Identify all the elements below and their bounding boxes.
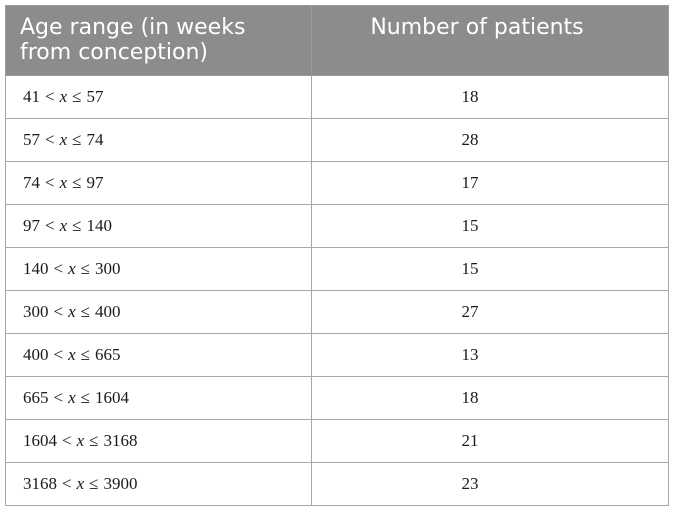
range-upper: 300 [94,259,121,278]
table-row: 300 < x ≤400 27 [5,290,669,334]
less-or-equal-symbol: ≤ [89,474,99,493]
range-lower: 300 [23,302,49,321]
less-than-symbol: < [45,130,55,149]
age-range-cell: 300 < x ≤400 [5,290,312,334]
range-lower: 1604 [23,431,57,450]
less-or-equal-symbol: ≤ [72,87,82,106]
less-than-symbol: < [45,173,55,192]
age-range-cell: 1604 < x ≤3168 [5,419,312,463]
range-lower: 665 [23,388,49,407]
range-variable: x [68,388,76,407]
age-range-cell: 57 < x ≤74 [5,118,312,162]
range-lower: 400 [23,345,49,364]
table-row: 57 < x ≤74 28 [5,118,669,162]
patient-count-cell: 18 [311,75,669,119]
table-header: Age range (in weeks from conception) Num… [5,5,669,76]
table-row: 400 < x ≤665 13 [5,333,669,377]
range-lower: 41 [23,87,40,106]
age-range-cell: 140 < x ≤300 [5,247,312,291]
range-variable: x [68,259,76,278]
header-age-range: Age range (in weeks from conception) [5,5,312,76]
table-row: 665 < x ≤1604 18 [5,376,669,420]
less-or-equal-symbol: ≤ [72,173,82,192]
range-variable: x [59,130,68,149]
table-row: 1604 < x ≤3168 21 [5,419,669,463]
header-number-of-patients: Number of patients [311,5,669,76]
range-upper: 97 [86,173,104,192]
range-variable: x [76,431,85,450]
range-variable: x [68,302,76,321]
less-or-equal-symbol: ≤ [80,345,90,364]
less-than-symbol: < [45,87,55,106]
range-upper: 3900 [103,474,138,493]
age-range-cell: 3168 < x ≤3900 [5,462,312,506]
range-lower: 74 [23,173,40,192]
data-table: Age range (in weeks from conception) Num… [5,5,669,506]
table-row: 97 < x ≤140 15 [5,204,669,248]
table-body: 41 < x ≤57 18 57 < x ≤74 28 74 < x ≤97 17 97 < x ≤140 15 140… [5,75,669,506]
range-variable: x [68,345,76,364]
patient-count-cell: 28 [311,118,669,162]
range-variable: x [59,216,68,235]
range-variable: x [59,173,68,192]
age-range-cell: 665 < x ≤1604 [5,376,312,420]
patient-count-cell: 23 [311,462,669,506]
less-than-symbol: < [62,474,72,493]
less-than-symbol: < [53,388,64,407]
age-range-cell: 74 < x ≤97 [5,161,312,205]
less-than-symbol: < [53,259,64,278]
range-variable: x [59,87,68,106]
patient-count-cell: 21 [311,419,669,463]
less-than-symbol: < [53,302,64,321]
header-row: Age range (in weeks from conception) Num… [5,5,669,76]
range-upper: 1604 [94,388,129,407]
age-range-cell: 97 < x ≤140 [5,204,312,248]
patient-count-cell: 15 [311,247,669,291]
range-upper: 665 [94,345,121,364]
age-range-cell: 41 < x ≤57 [5,75,312,119]
range-upper: 57 [86,87,104,106]
range-upper: 140 [86,216,112,235]
table-row: 41 < x ≤57 18 [5,75,669,119]
range-upper: 3168 [103,431,138,450]
less-or-equal-symbol: ≤ [80,388,90,407]
patient-count-cell: 17 [311,161,669,205]
less-or-equal-symbol: ≤ [89,431,99,450]
table-row: 74 < x ≤97 17 [5,161,669,205]
range-lower: 57 [23,130,40,149]
range-lower: 140 [23,259,49,278]
less-than-symbol: < [62,431,72,450]
age-range-cell: 400 < x ≤665 [5,333,312,377]
range-lower: 97 [23,216,40,235]
patient-count-cell: 13 [311,333,669,377]
less-than-symbol: < [53,345,64,364]
less-or-equal-symbol: ≤ [80,302,90,321]
table-row: 140 < x ≤300 15 [5,247,669,291]
less-or-equal-symbol: ≤ [72,216,82,235]
patient-count-cell: 18 [311,376,669,420]
range-upper: 74 [86,130,104,149]
less-or-equal-symbol: ≤ [80,259,90,278]
patient-count-cell: 15 [311,204,669,248]
table-row: 3168 < x ≤3900 23 [5,462,669,506]
patients-by-age-table: Age range (in weeks from conception) Num… [5,5,669,506]
less-than-symbol: < [45,216,55,235]
less-or-equal-symbol: ≤ [72,130,82,149]
range-upper: 400 [94,302,121,321]
patient-count-cell: 27 [311,290,669,334]
range-variable: x [76,474,85,493]
range-lower: 3168 [23,474,57,493]
